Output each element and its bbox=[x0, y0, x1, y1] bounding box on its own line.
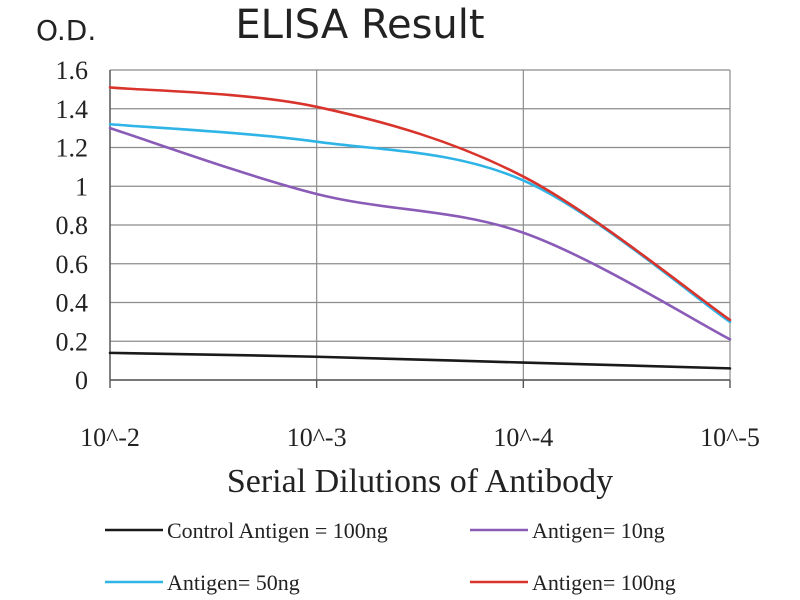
legend: Control Antigen = 100ng Antigen= 10ng Anti… bbox=[105, 518, 676, 595]
legend-label: Control Antigen = 100ng bbox=[167, 518, 388, 543]
y-tick-label: 1 bbox=[75, 172, 88, 201]
legend-label: Antigen= 50ng bbox=[167, 570, 300, 595]
series-lines bbox=[108, 86, 732, 370]
x-tick-label: 10^-5 bbox=[700, 423, 760, 452]
legend-label: Antigen= 10ng bbox=[532, 518, 665, 543]
y-tick-label: 0.8 bbox=[56, 211, 89, 240]
x-tick-label: 10^-3 bbox=[287, 423, 347, 452]
y-tick-label: 0.6 bbox=[56, 250, 89, 279]
y-tick-label: 0.4 bbox=[56, 289, 89, 318]
y-tick-label: 0 bbox=[75, 366, 88, 395]
series-line-control-antigen-100ng bbox=[108, 351, 732, 370]
x-tick-labels: 10^-2 10^-3 10^-4 10^-5 bbox=[80, 423, 760, 452]
y-tick-label: 1.2 bbox=[56, 134, 89, 163]
y-axis-label: O.D. bbox=[36, 14, 96, 47]
series-line-antigen-100ng bbox=[108, 86, 732, 322]
x-axis-label: Serial Dilutions of Antibody bbox=[227, 463, 613, 500]
y-tick-label: 1.4 bbox=[56, 95, 89, 124]
chart-title: ELISA Result bbox=[235, 2, 484, 48]
y-tick-label: 1.6 bbox=[56, 56, 89, 85]
x-tick-label: 10^-4 bbox=[493, 423, 553, 452]
y-tick-label: 0.2 bbox=[56, 327, 89, 356]
y-tick-labels: 0 0.2 0.4 0.6 0.8 1 1.2 1.4 1.6 bbox=[56, 56, 89, 395]
x-tick-label: 10^-2 bbox=[80, 423, 140, 452]
legend-label: Antigen= 100ng bbox=[532, 570, 676, 595]
series-line-antigen-10ng bbox=[108, 126, 732, 341]
series-line-antigen-50ng bbox=[108, 122, 732, 324]
grid-layer bbox=[109, 69, 731, 388]
